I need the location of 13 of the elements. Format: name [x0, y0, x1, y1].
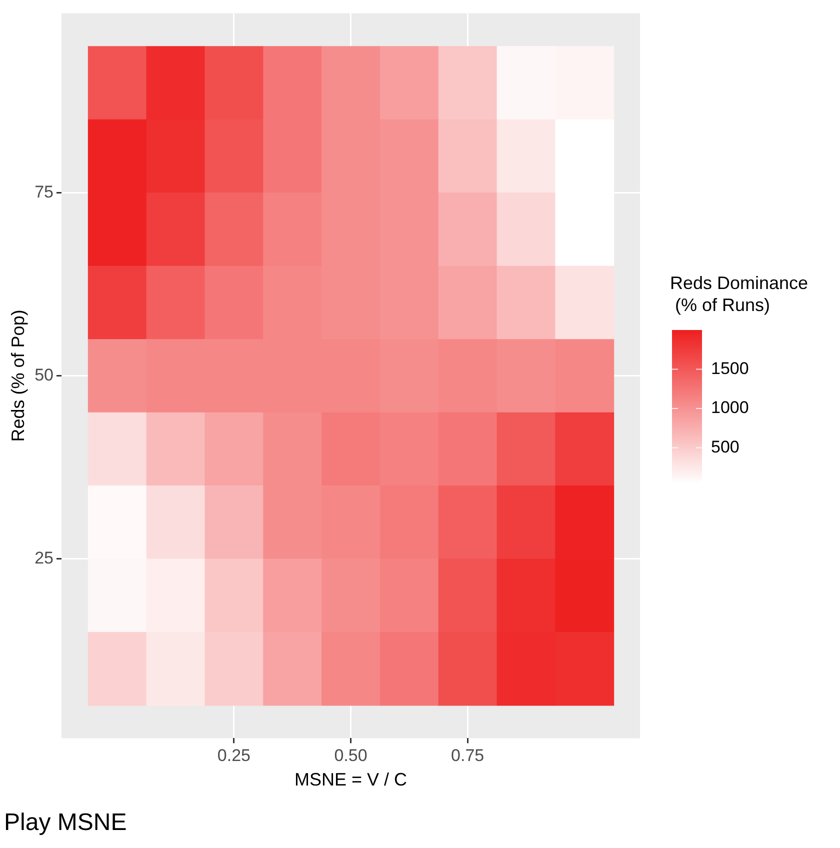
color-bar-label: 1500	[711, 358, 749, 378]
y-tick-label: 75	[34, 182, 54, 202]
text: Play MSNE	[4, 809, 127, 836]
color-bar-title: Reds Dominance (% of Runs)	[670, 272, 808, 315]
color-bar-label: 1000	[711, 398, 749, 418]
x-tick-label: 0.75	[451, 746, 484, 766]
color-bar-label: 500	[711, 437, 740, 456]
x-tick-label: 0.50	[334, 746, 368, 766]
y-tick-label: 25	[34, 548, 54, 568]
x-tick-label: 0.25	[217, 746, 250, 766]
y-tick-label: 50	[34, 365, 54, 384]
x-axis-title: MSNE = V / C	[294, 769, 408, 790]
y-axis-title: Reds (% of Pop)	[8, 310, 28, 442]
